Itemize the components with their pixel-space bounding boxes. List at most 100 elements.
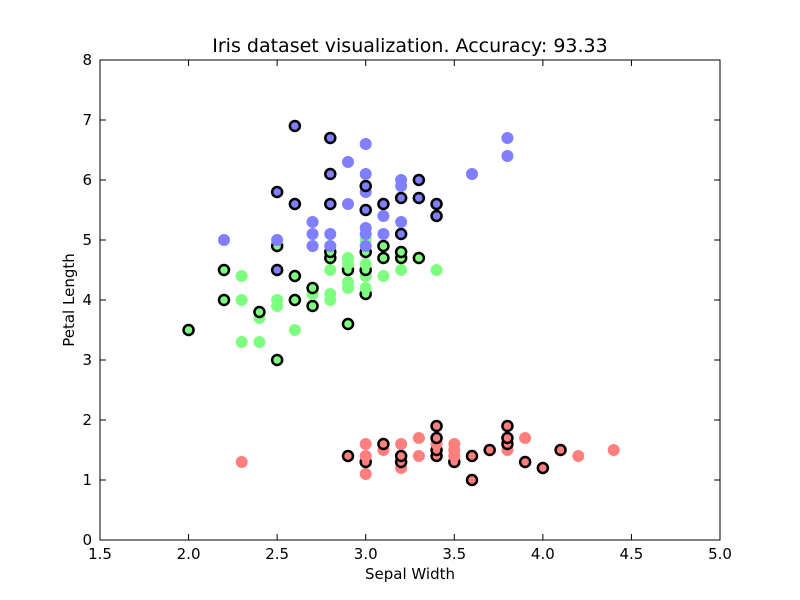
data-point-0-1: [341, 449, 355, 463]
data-point-1-4: [235, 294, 248, 306]
data-point-2-37: [501, 150, 514, 162]
data-point-2-28: [395, 216, 408, 228]
data-point-2-24: [377, 228, 390, 240]
data-point-0-12: [412, 450, 425, 462]
data-point-2-25: [377, 210, 390, 222]
data-point-2-13: [324, 131, 337, 145]
data-point-1-45: [394, 245, 408, 259]
data-point-2-38: [501, 132, 514, 144]
data-point-1-34: [359, 282, 372, 294]
data-point-0-24: [465, 449, 479, 463]
data-point-1-32: [342, 252, 354, 264]
data-point-2-35: [430, 197, 443, 211]
data-point-0-13: [412, 432, 425, 444]
data-point-0-2: [359, 468, 372, 480]
data-point-2-27: [394, 227, 408, 241]
data-point-0-30: [518, 455, 532, 469]
x-tick-label-6: 4.5: [619, 545, 643, 563]
data-point-0-23: [465, 473, 479, 487]
y-tick-label-8: 8: [82, 51, 92, 69]
chart-title: Iris dataset visualization. Accuracy: 93…: [212, 35, 607, 57]
data-point-1-9: [270, 353, 284, 367]
x-tick-label-2: 2.5: [265, 545, 289, 563]
x-tick-label-7: 5.0: [708, 545, 732, 563]
data-point-2-11: [324, 197, 337, 211]
data-point-0-34: [572, 450, 585, 462]
data-point-1-19: [306, 281, 319, 295]
data-point-0-32: [536, 461, 550, 475]
data-point-2-4: [288, 197, 302, 211]
data-point-1-29: [342, 276, 354, 288]
data-point-2-16: [359, 240, 372, 252]
data-point-0-10: [394, 449, 408, 463]
data-point-0-22: [448, 438, 461, 450]
data-point-2-3: [270, 185, 284, 199]
data-point-2-36: [466, 168, 478, 180]
data-point-2-14: [342, 198, 354, 210]
data-point-1-15: [288, 293, 302, 307]
data-point-1-22: [324, 288, 337, 300]
data-point-1-3: [235, 336, 248, 348]
data-point-0-0: [235, 456, 248, 468]
data-point-1-14: [288, 324, 301, 336]
data-point-0-5: [359, 438, 372, 450]
data-point-0-25: [483, 443, 496, 457]
data-point-2-26: [377, 197, 390, 211]
data-point-1-37: [359, 258, 372, 270]
y-tick-label-2: 2: [82, 411, 92, 429]
x-tick-label-0: 1.5: [88, 545, 112, 563]
data-point-1-5: [235, 270, 248, 282]
data-point-1-8: [253, 305, 266, 319]
data-point-2-7: [306, 228, 319, 240]
data-point-1-17: [306, 299, 319, 313]
x-tick-label-4: 3.5: [442, 545, 466, 563]
data-point-0-29: [501, 419, 514, 433]
data-point-1-0: [182, 323, 195, 337]
data-point-1-46: [412, 251, 426, 265]
data-point-2-18: [359, 222, 372, 234]
data-point-2-0: [218, 234, 230, 246]
data-point-2-6: [306, 240, 319, 252]
x-tick-label-3: 3.0: [354, 545, 378, 563]
data-point-0-11: [395, 438, 408, 450]
data-point-1-11: [271, 294, 284, 306]
data-point-2-12: [324, 167, 337, 181]
y-tick-label-1: 1: [82, 471, 92, 489]
data-point-0-35: [607, 444, 620, 456]
data-point-1-42: [377, 239, 390, 253]
y-tick-label-5: 5: [82, 231, 92, 249]
data-point-0-33: [554, 443, 567, 457]
data-point-2-10: [324, 228, 337, 240]
data-point-2-33: [412, 173, 426, 187]
data-point-2-31: [395, 174, 408, 186]
y-tick-label-7: 7: [82, 111, 92, 129]
data-point-0-18: [430, 419, 443, 433]
data-point-1-27: [341, 317, 355, 331]
y-tick-label-4: 4: [82, 291, 92, 309]
y-tick-label-3: 3: [82, 351, 92, 369]
data-point-2-34: [430, 209, 443, 223]
data-point-2-22: [359, 168, 372, 180]
data-point-2-5: [288, 119, 302, 133]
data-point-1-2: [217, 263, 231, 277]
ticks-layer: 1.5 2.0 2.5 3.0 3.5 4.0 4.5 5.0 0 1 2 3 4 5 6 7 8: [82, 51, 731, 563]
data-point-2-15: [342, 156, 354, 168]
data-point-1-41: [377, 251, 390, 265]
y-tick-label-6: 6: [82, 171, 92, 189]
data-point-2-8: [306, 216, 319, 228]
x-tick-label-1: 2.0: [177, 545, 201, 563]
data-point-1-40: [377, 270, 390, 282]
data-point-2-9: [324, 240, 337, 252]
data-point-0-31: [519, 432, 532, 444]
y-axis-label: Petal Length: [60, 253, 78, 347]
data-point-0-4: [359, 450, 372, 462]
data-point-2-23: [359, 138, 372, 150]
data-point-1-43: [395, 264, 408, 276]
data-point-2-19: [359, 203, 372, 217]
data-point-0-17: [430, 431, 443, 445]
data-point-1-47: [430, 264, 443, 276]
x-axis-label: Sepal Width: [365, 565, 455, 583]
data-point-1-16: [288, 269, 302, 283]
